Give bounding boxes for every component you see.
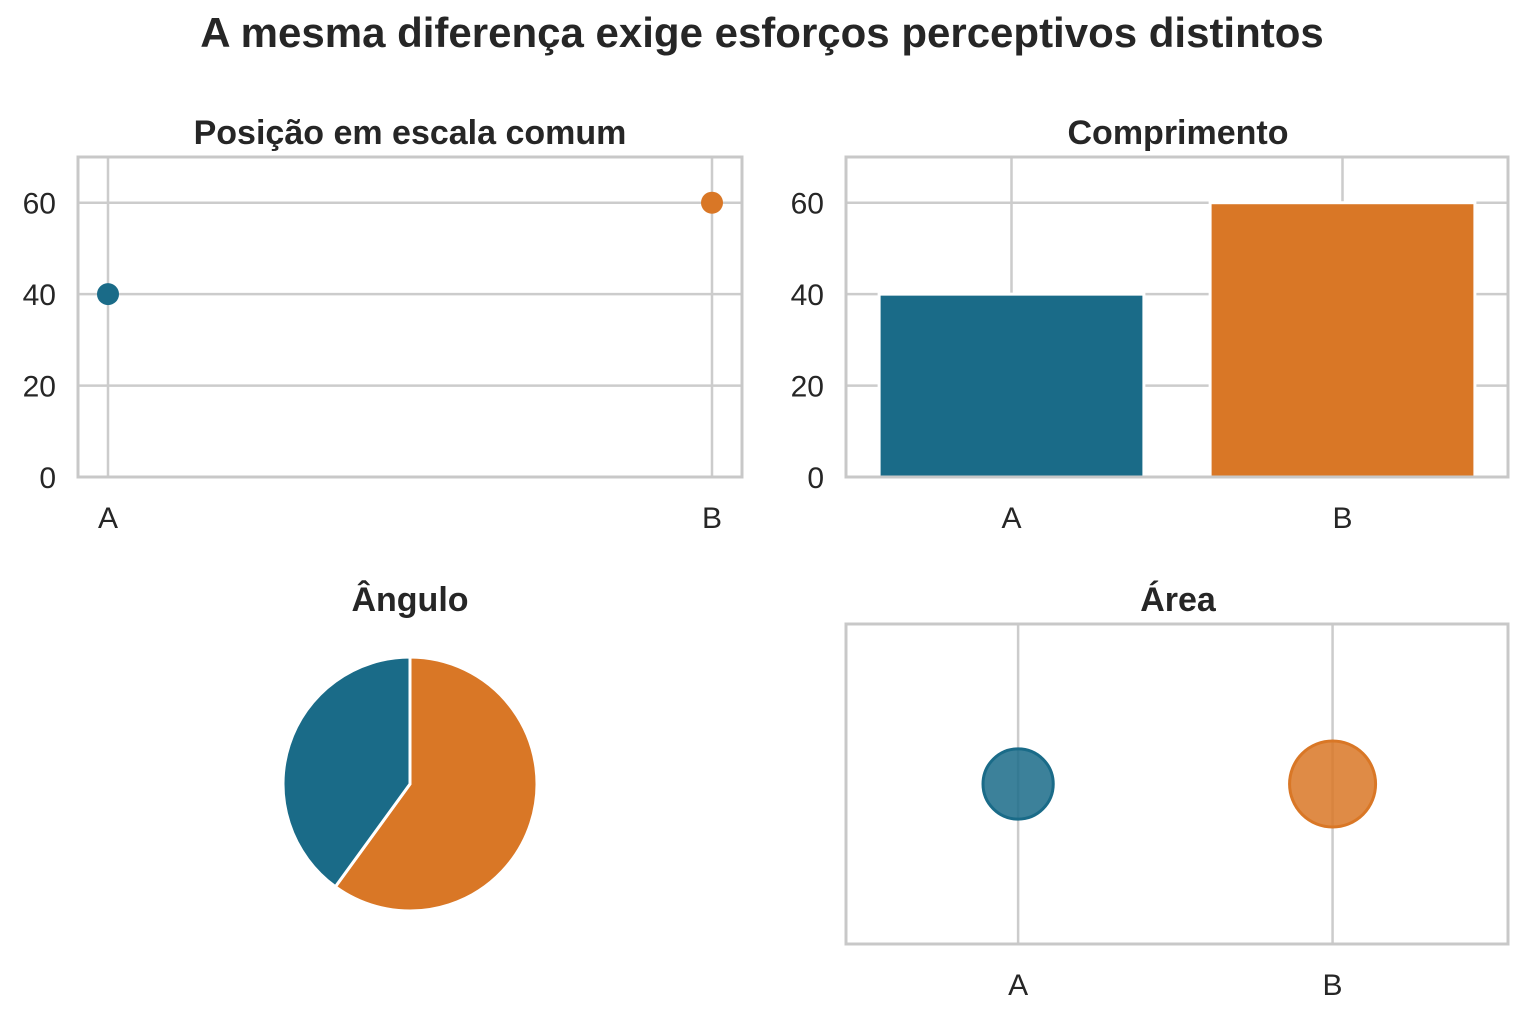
y-tick-label: 0 (39, 462, 56, 495)
plot-frame-area (844, 622, 1510, 946)
x-tick-label: B (1332, 502, 1352, 535)
slice-a (281, 655, 412, 889)
x-tick-label: B (1323, 969, 1343, 1002)
y-tick-label: 0 (807, 462, 824, 495)
y-tick-label: 20 (23, 371, 56, 404)
figure-title: A mesma diferença exige esforços percept… (200, 9, 1324, 56)
y-tick-label: 60 (23, 188, 56, 221)
panel-title-angle: Ângulo (351, 581, 468, 619)
point-a (97, 283, 119, 306)
panel-title-position: Posição em escala comum (194, 114, 627, 152)
y-tick-label: 40 (23, 279, 56, 312)
panel-position: Posição em escala comum 0 20 40 60 A B (23, 114, 744, 535)
bubble-b (1288, 739, 1378, 829)
panel-area: Área A B (844, 581, 1510, 1002)
panel-length: Comprimento 0 20 40 60 A B (791, 114, 1510, 535)
x-tick-label: A (98, 502, 118, 535)
x-tick-label: B (702, 502, 722, 535)
panel-title-area: Área (1140, 581, 1217, 619)
x-tick-label: A (1001, 502, 1021, 535)
point-b (701, 191, 723, 214)
bar-b (1208, 201, 1477, 479)
panel-angle: Ângulo (281, 581, 539, 913)
slice-b (333, 655, 539, 913)
y-tick-label: 40 (791, 279, 824, 312)
panel-title-length: Comprimento (1068, 114, 1289, 152)
plot-frame-position (76, 155, 744, 479)
y-tick-label: 60 (791, 188, 824, 221)
bar-a (877, 292, 1146, 479)
y-tick-label: 20 (791, 371, 824, 404)
x-tick-label: A (1008, 969, 1028, 1002)
plot-frame-length (844, 155, 1510, 479)
bubble-a (981, 747, 1055, 821)
